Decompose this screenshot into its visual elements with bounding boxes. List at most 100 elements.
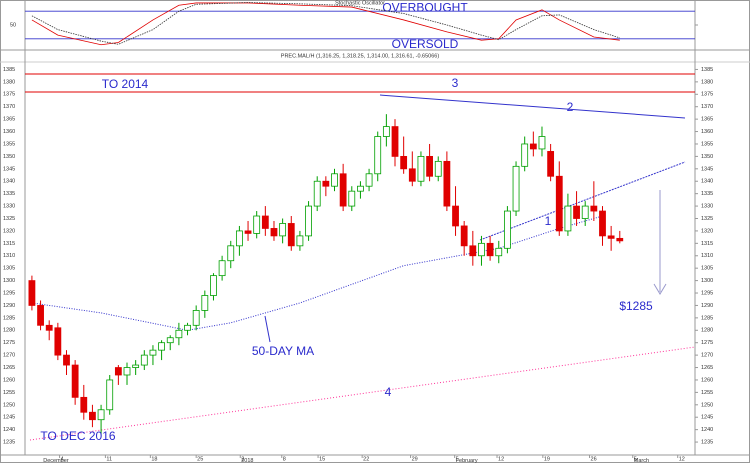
y-tick-label: 1330: [3, 204, 15, 210]
stoch-title: Stochastic Oscillator: [335, 0, 385, 6]
callout-line: [264, 315, 271, 343]
candle-body: [106, 379, 114, 411]
y-tick-label: 1270: [3, 353, 15, 359]
candle-body: [607, 235, 615, 239]
y-tick-label: 1355: [701, 141, 713, 147]
candle-body: [89, 411, 96, 421]
x-tick-label: 19: [544, 456, 550, 462]
stochastic-line: [31, 2, 620, 45]
x-tick-label: 5: [634, 456, 637, 462]
y-tick-label: 1375: [3, 92, 15, 98]
y-tick-label: 1240: [701, 427, 713, 433]
month-label: March: [634, 458, 649, 463]
x-tick-label: 11: [106, 456, 112, 462]
candle-body: [261, 215, 269, 229]
y-tick-label: 1345: [3, 166, 15, 172]
x-tick-label: 4: [61, 456, 64, 462]
annotation: 1: [545, 214, 552, 228]
candle-body: [443, 160, 451, 207]
candle-body: [71, 364, 79, 398]
candle-body: [296, 235, 304, 247]
candle-body: [279, 223, 287, 237]
y-tick-label: 1380: [3, 79, 15, 85]
y-tick-label: 1265: [701, 365, 713, 371]
candle-body: [503, 210, 511, 249]
candle-body: [166, 337, 174, 344]
candle-body: [54, 327, 62, 356]
candle-body: [581, 205, 589, 219]
y-tick-label: 1350: [701, 154, 713, 160]
y-tick-label: 1320: [701, 228, 713, 234]
y-tick-label: 1370: [3, 104, 15, 110]
trend-line: [29, 346, 696, 441]
candle-body: [426, 155, 433, 177]
y-tick-label: 1320: [3, 228, 15, 234]
y-tick-label: 1245: [3, 415, 15, 421]
y-tick-label: 1235: [3, 440, 15, 446]
candle-body: [512, 165, 520, 212]
y-tick-label: 1300: [3, 278, 15, 284]
y-tick-label: 1280: [3, 328, 15, 334]
y-tick-label: 1295: [3, 290, 15, 296]
candle-body: [564, 205, 572, 232]
y-tick-label: 1305: [701, 266, 713, 272]
candle-body: [158, 342, 165, 351]
candle-body: [140, 354, 148, 366]
y-tick-label: 1240: [3, 427, 15, 433]
y-tick-label: 1365: [3, 117, 15, 123]
y-tick-label: 1235: [701, 440, 713, 446]
y-tick-label: 1250: [701, 402, 713, 408]
candle-body: [382, 126, 390, 137]
candle-body: [331, 173, 338, 187]
y-tick-label: 1355: [3, 141, 15, 147]
y-tick-label: 1285: [3, 315, 15, 321]
candle-body: [452, 205, 459, 227]
candle-body: [495, 247, 503, 257]
candle-body: [80, 396, 88, 413]
y-tick-label: 1345: [701, 166, 713, 172]
moving-average: [31, 215, 603, 331]
stochastic-line: [31, 2, 620, 46]
candle-body: [555, 175, 563, 232]
candle-body: [357, 185, 364, 192]
candle-body: [616, 237, 624, 242]
x-tick-label: 29: [412, 456, 418, 462]
candle-body: [123, 367, 131, 376]
y-tick-label: 1260: [3, 377, 15, 383]
y-tick-label: 1280: [701, 328, 713, 334]
candle-body: [192, 310, 200, 326]
candle-body: [210, 275, 217, 296]
y-tick-label: 1310: [701, 253, 713, 259]
y-tick-label: 1335: [3, 191, 15, 197]
y-tick-label: 1290: [701, 303, 713, 309]
y-tick-label: 50: [10, 22, 16, 28]
candle-body: [538, 136, 546, 150]
candle-body: [460, 225, 468, 247]
x-tick-label: 8: [283, 456, 286, 462]
y-tick-label: 1325: [701, 216, 713, 222]
level-label: OVERBOUGHT: [382, 0, 468, 14]
month-label: December: [43, 458, 69, 463]
candle-body: [486, 242, 494, 257]
candle-body: [313, 180, 321, 207]
y-tick-label: 1275: [701, 340, 713, 346]
candle-body: [63, 354, 70, 366]
trend-line: [379, 94, 686, 119]
candle-body: [339, 173, 347, 207]
y-tick-label: 1255: [701, 390, 713, 396]
candle-body: [400, 155, 408, 170]
candle-body: [365, 173, 373, 187]
candle-body: [391, 126, 399, 157]
annotation: 2: [567, 100, 574, 114]
candle-body: [305, 205, 312, 237]
candle-body: [253, 215, 261, 234]
candle-body: [37, 305, 44, 326]
ma-label: 50-DAY MA: [252, 344, 314, 358]
y-tick-label: 1335: [701, 191, 713, 197]
trend-line: [479, 161, 686, 241]
candle-body: [97, 409, 105, 421]
candle-body: [244, 230, 252, 234]
candle-body: [417, 155, 425, 182]
